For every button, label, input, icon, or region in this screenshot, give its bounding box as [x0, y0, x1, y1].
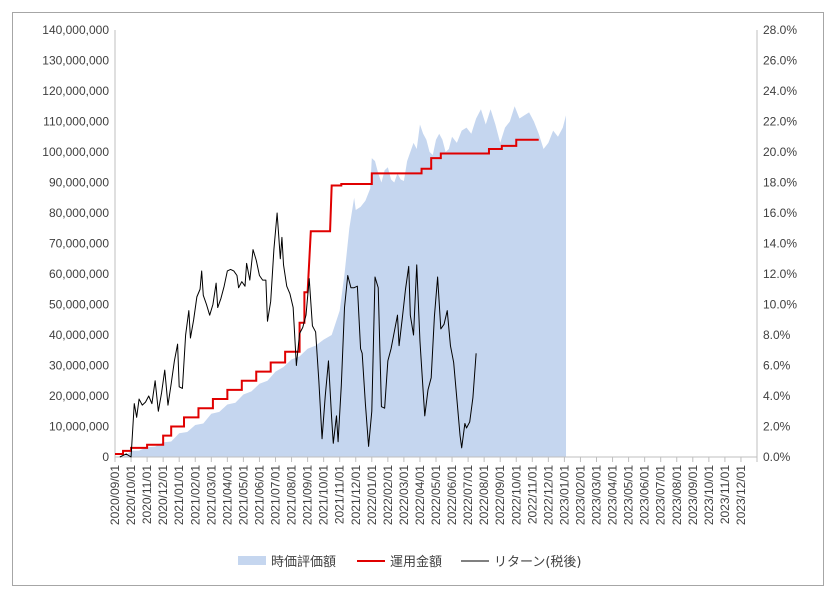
y-left-tick-label: 110,000,000 — [43, 115, 109, 129]
invested-amount-line-layer — [115, 138, 539, 455]
y-right-tick-label: 0.0% — [763, 450, 791, 464]
x-tick-label: 2022/09/01 — [493, 465, 507, 525]
x-tick-label: 2022/04/01 — [413, 465, 427, 525]
y-left-tick-label: 100,000,000 — [42, 145, 109, 159]
y-left-tick-label: 90,000,000 — [49, 176, 109, 190]
x-tick-label: 2023/09/01 — [686, 465, 700, 525]
x-tick-label: 2022/03/01 — [397, 465, 411, 525]
x-tick-label: 2021/05/01 — [236, 465, 250, 525]
x-tick-label: 2023/11/01 — [718, 465, 732, 524]
x-tick-label: 2022/06/01 — [445, 465, 459, 525]
y-right-tick-label: 8.0% — [763, 328, 791, 342]
x-tick-label: 2023/12/01 — [734, 465, 748, 525]
x-tick-label: 2020/09/01 — [108, 465, 122, 525]
legend-swatch-area — [238, 556, 266, 565]
y-left-tick-label: 120,000,000 — [42, 84, 109, 98]
x-tick-label: 2022/11/01 — [525, 465, 539, 524]
x-axis-ticks: 2020/09/01 2020/10/01 2020/11/01 2020/12/01… — [108, 465, 748, 525]
return-line-layer — [119, 212, 477, 458]
y-right-tick-label: 2.0% — [763, 420, 791, 434]
legend: 時価評価額 運用金額 リターン(税後) — [238, 554, 582, 570]
x-tick-label: 2021/01/01 — [172, 465, 186, 525]
x-tick-label: 2020/11/01 — [140, 465, 154, 524]
y-right-tick-label: 12.0% — [763, 267, 797, 281]
x-tick-label: 2022/01/01 — [365, 465, 379, 525]
x-tick-label: 2022/07/01 — [461, 465, 475, 525]
invested-amount-line — [115, 138, 539, 455]
x-tick-label: 2023/01/01 — [557, 465, 571, 525]
y-right-tick-label: 4.0% — [763, 389, 791, 403]
x-tick-label: 2021/12/01 — [349, 465, 363, 525]
legend-label: 運用金額 — [390, 554, 442, 570]
market-value-area-layer — [115, 106, 567, 457]
x-tick-label: 2021/07/01 — [269, 465, 283, 525]
x-tick-label: 2023/05/01 — [622, 465, 636, 525]
legend-label: 時価評価額 — [271, 555, 336, 570]
axis-layer — [114, 30, 758, 462]
y-right-tick-label: 28.0% — [763, 23, 797, 37]
y-left-tick-label: 0 — [102, 450, 109, 464]
y-axis-left-ticks: 0 10,000,000 20,000,000 30,000,000 40,000,00… — [42, 23, 109, 464]
x-tick-label: 2021/08/01 — [285, 465, 299, 525]
x-tick-label: 2022/05/01 — [429, 465, 443, 525]
y-right-tick-label: 24.0% — [763, 84, 797, 98]
market-value-area — [115, 106, 567, 457]
x-tick-label: 2023/04/01 — [606, 465, 620, 525]
x-tick-label: 2023/10/01 — [702, 465, 716, 525]
y-left-tick-label: 50,000,000 — [49, 298, 109, 312]
x-tick-label: 2022/02/01 — [381, 465, 395, 525]
y-right-tick-label: 20.0% — [763, 145, 797, 159]
y-left-tick-label: 40,000,000 — [49, 328, 109, 342]
x-tick-label: 2021/04/01 — [220, 465, 234, 525]
x-tick-label: 2023/07/01 — [654, 465, 668, 525]
y-left-tick-label: 30,000,000 — [49, 359, 109, 373]
x-tick-label: 2021/06/01 — [252, 465, 266, 525]
x-tick-label: 2023/08/01 — [670, 465, 684, 525]
return-line — [119, 212, 477, 458]
x-tick-label: 2021/03/01 — [204, 465, 218, 525]
y-axis-right-ticks: 0.0% 2.0% 4.0% 6.0% 8.0% 10.0% 12.0% 14.0% 16.0%… — [763, 23, 797, 464]
legend-label: リターン(税後) — [494, 555, 582, 570]
x-tick-label: 2020/12/01 — [156, 465, 170, 525]
y-left-tick-label: 140,000,000 — [42, 23, 109, 37]
y-right-tick-label: 14.0% — [763, 237, 797, 251]
y-right-tick-label: 10.0% — [763, 298, 797, 312]
y-right-tick-label: 18.0% — [763, 176, 797, 190]
y-right-tick-label: 22.0% — [763, 115, 797, 129]
x-tick-label: 2021/10/01 — [317, 465, 331, 525]
y-right-tick-label: 26.0% — [763, 54, 797, 68]
y-left-tick-label: 20,000,000 — [49, 389, 109, 403]
y-left-tick-label: 60,000,000 — [49, 267, 109, 281]
x-tick-label: 2022/12/01 — [541, 465, 555, 525]
y-right-tick-label: 16.0% — [763, 206, 797, 220]
y-left-tick-label: 70,000,000 — [49, 237, 109, 251]
y-right-tick-label: 6.0% — [763, 359, 791, 373]
y-left-tick-label: 130,000,000 — [42, 54, 109, 68]
y-left-tick-label: 10,000,000 — [49, 420, 109, 434]
y-left-tick-label: 80,000,000 — [49, 206, 109, 220]
x-tick-label: 2021/02/01 — [188, 465, 202, 525]
x-tick-label: 2021/11/01 — [333, 465, 347, 524]
x-tick-label: 2023/06/01 — [638, 465, 652, 525]
x-tick-label: 2022/10/01 — [509, 465, 523, 525]
x-tick-label: 2023/02/01 — [573, 465, 587, 525]
x-tick-label: 2023/03/01 — [590, 465, 604, 525]
x-tick-label: 2022/08/01 — [477, 465, 491, 525]
x-tick-label: 2021/09/01 — [301, 465, 315, 525]
x-tick-label: 2020/10/01 — [124, 465, 138, 525]
